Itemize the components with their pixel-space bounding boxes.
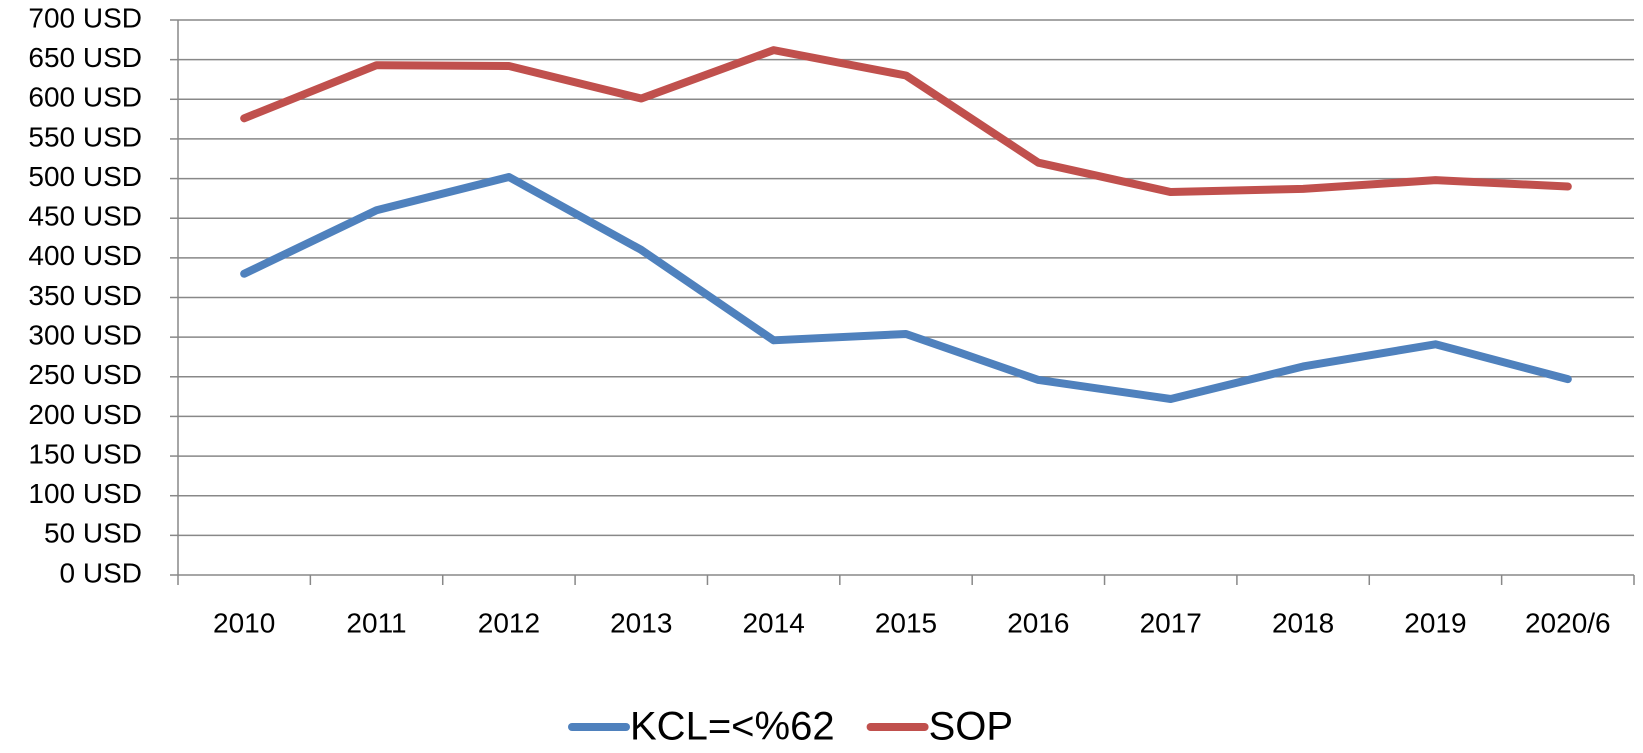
x-tick-label: 2020/6 xyxy=(1525,607,1611,638)
y-tick-label: 0 USD xyxy=(60,557,142,588)
legend: KCL=<%62 SOP xyxy=(568,705,1013,749)
y-tick-label: 100 USD xyxy=(28,478,142,509)
y-tick-label: 150 USD xyxy=(28,438,142,469)
y-tick-label: 200 USD xyxy=(28,399,142,430)
y-tick-label: 350 USD xyxy=(28,280,142,311)
x-tick-label: 2011 xyxy=(346,607,406,638)
x-tick-label: 2018 xyxy=(1272,607,1334,638)
x-tick-label: 2019 xyxy=(1404,607,1466,638)
y-tick-label: 300 USD xyxy=(28,320,142,351)
x-tick-label: 2016 xyxy=(1007,607,1069,638)
x-tick-label: 2014 xyxy=(742,607,804,638)
y-tick-label: 50 USD xyxy=(44,518,142,549)
x-tick-label: 2012 xyxy=(478,607,540,638)
legend-label: KCL=<%62 xyxy=(630,705,835,749)
y-tick-label: 700 USD xyxy=(28,2,142,33)
series-line xyxy=(240,172,1572,403)
series-line xyxy=(240,46,1572,197)
x-tick-label: 2013 xyxy=(610,607,672,638)
x-tick-label: 2015 xyxy=(875,607,937,638)
y-tick-label: 450 USD xyxy=(28,201,142,232)
y-tick-label: 500 USD xyxy=(28,161,142,192)
y-tick-label: 650 USD xyxy=(28,42,142,73)
y-tick-label: 400 USD xyxy=(28,240,142,271)
y-tick-label: 600 USD xyxy=(28,82,142,113)
x-tick-label: 2010 xyxy=(213,607,275,638)
y-tick-label: 550 USD xyxy=(28,121,142,152)
legend-label: SOP xyxy=(929,705,1013,749)
x-tick-label: 2017 xyxy=(1140,607,1202,638)
y-tick-label: 250 USD xyxy=(28,359,142,390)
